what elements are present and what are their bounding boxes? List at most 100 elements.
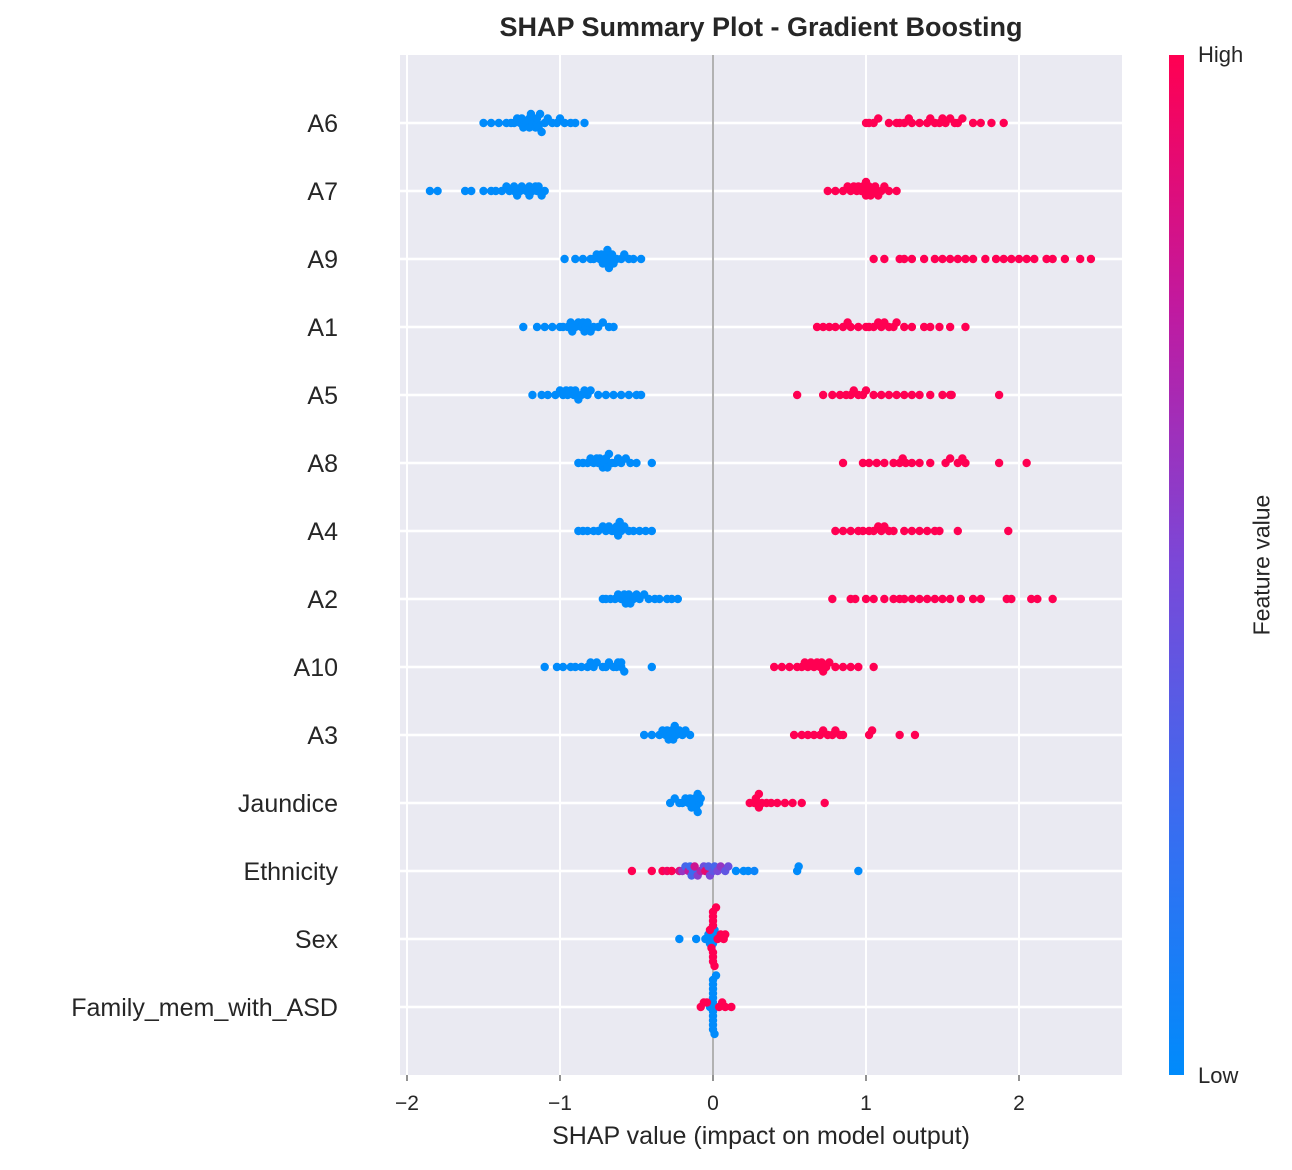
shap-point [1027,594,1036,604]
shap-point [846,526,855,536]
shap-point [880,458,889,468]
shap-point [583,318,592,327]
shap-point [667,594,676,604]
shap-point [803,730,813,740]
shap-point [743,866,753,876]
shap-point [900,526,909,536]
shap-point [869,390,878,400]
shap-point [535,109,545,119]
shap-point [1022,254,1031,264]
shap-point [789,730,799,740]
shap-point [777,662,787,672]
shap-point [532,322,542,332]
shap-point [994,458,1004,468]
shap-point [1007,594,1016,604]
shap-point [766,798,776,808]
shap-point [667,866,676,876]
shap-point [915,526,924,536]
shap-point [915,458,924,468]
y-tick-label-family_mem_with_asd: Family_mem_with_ASD [71,994,338,1022]
shap-point [945,454,955,463]
x-axis-label: SHAP value (impact on model output) [552,1122,970,1150]
x-tick-label: 2 [1013,1092,1025,1115]
shap-point [812,322,822,332]
shap-point [794,862,803,871]
shap-point [907,322,917,332]
shap-point [968,118,978,128]
shap-point [710,1029,719,1039]
shap-point [991,254,1001,264]
shap-point [560,118,569,128]
shap-point [636,254,646,264]
shap-point [870,182,880,191]
shap-point [519,322,528,332]
shap-point [961,322,970,332]
shap-point [673,594,683,604]
x-tick-label: 1 [860,1092,872,1115]
shap-point [1033,594,1042,604]
shap-point [907,526,917,536]
shap-point [644,594,653,604]
shap-point [655,594,664,604]
shap-point [620,667,629,676]
y-tick-label-a3: A3 [307,722,338,750]
shap-point [861,386,871,395]
shap-point [831,526,840,536]
y-tick-label-a10: A10 [294,654,338,682]
shap-point [907,390,917,400]
shap-point [884,390,894,400]
shap-point [647,526,656,536]
shap-point [880,594,889,604]
shap-point [877,390,886,400]
shap-point [820,798,829,808]
shap-point [594,390,603,400]
shap-point [823,186,832,196]
shap-point [632,458,641,468]
y-tick-label-a7: A7 [307,178,338,206]
shap-point [540,186,549,196]
shap-point [846,662,855,672]
shap-point [558,662,568,672]
shap-point [818,322,828,332]
shap-point [858,526,868,536]
shap-point [994,390,1004,400]
y-tick-label-a6: A6 [307,110,338,138]
shap-point [486,118,496,128]
shap-point [479,186,488,196]
shap-point [780,798,790,808]
shap-point [910,730,920,740]
shap-point [854,662,863,672]
shap-point [690,862,699,871]
shap-point [919,254,929,264]
shap-point [571,386,580,395]
shap-point [788,798,797,808]
shap-point [641,526,650,536]
shap-point [892,318,901,327]
shap-point [540,322,549,332]
shap-point [838,458,848,468]
shap-point [479,118,488,128]
shap-point [900,254,909,264]
shap-point [552,662,562,672]
shap-point [797,798,806,808]
shap-point [537,127,546,137]
shap-point [635,526,644,536]
plot-background [400,55,1122,1075]
shap-point [724,862,733,871]
shap-point [598,318,608,327]
shap-point [601,390,611,400]
shap-point [923,594,932,604]
shap-point [935,322,944,332]
shap-point [938,254,947,264]
shap-point [617,390,626,400]
shap-point [721,930,730,939]
y-tick-label-a1: A1 [307,314,338,342]
x-tick-label: −2 [395,1092,419,1115]
shap-point [1014,254,1024,264]
shap-point [851,594,860,604]
shap-point [945,322,955,332]
shap-point [691,934,701,944]
shap-point [693,807,702,817]
shap-point [626,458,635,468]
shap-point [770,662,779,672]
